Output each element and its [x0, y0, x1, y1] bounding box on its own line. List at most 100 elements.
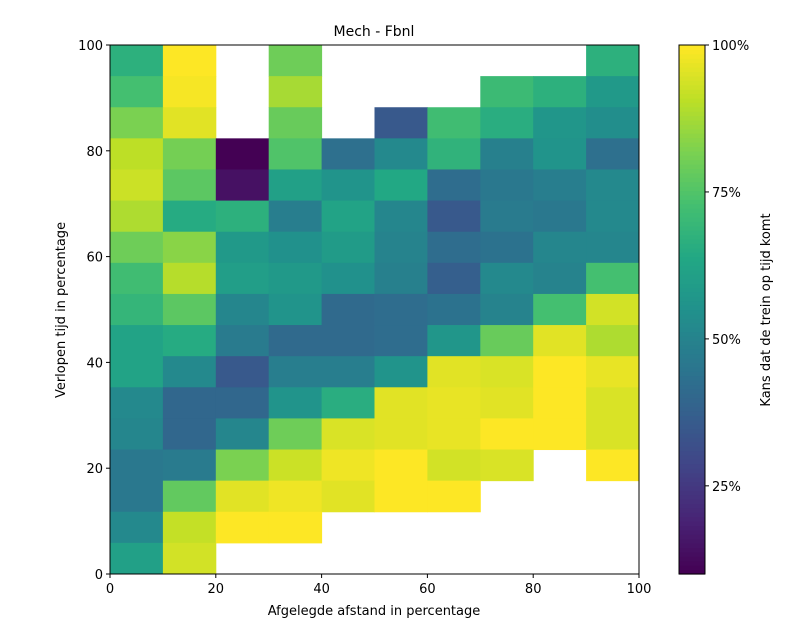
heatmap-cell [268, 138, 323, 170]
heatmap-cell [427, 169, 481, 202]
colorbar-segment [679, 499, 705, 505]
heatmap-cell [374, 262, 428, 295]
colorbar-segment [679, 384, 705, 390]
y-tick-label: 0 [95, 568, 103, 583]
heatmap-cell [215, 449, 270, 482]
colorbar-segment [679, 256, 705, 262]
heatmap-cell [110, 418, 164, 451]
colorbar-segment [679, 124, 705, 130]
colorbar-segment [679, 424, 705, 430]
heatmap-cell [215, 231, 270, 264]
heatmap-cell [162, 45, 217, 77]
heatmap-cell [480, 387, 534, 419]
heatmap-cell [162, 262, 217, 295]
heatmap-cell [427, 262, 481, 295]
heatmap-cell [268, 511, 323, 544]
heatmap-cell [215, 200, 270, 233]
heatmap-cell [110, 449, 164, 482]
colorbar [679, 45, 705, 575]
y-tick-label: 60 [86, 251, 103, 266]
colorbar-segment [679, 569, 705, 575]
heatmap-cell [110, 542, 164, 575]
heatmap-cell [268, 387, 323, 419]
heatmap-cell [480, 107, 534, 139]
heatmap-cell [162, 356, 217, 388]
colorbar-segment [679, 159, 705, 165]
colorbar-segment [679, 446, 705, 452]
colorbar-segment [679, 53, 705, 59]
y-axis-label: Verlopen tijd in percentage [54, 222, 69, 398]
heatmap-cell [480, 293, 534, 326]
colorbar-tick-label: 100% [712, 39, 749, 54]
colorbar-segment [679, 393, 705, 399]
colorbar-label: Kans dat de trein op tijd komt [759, 213, 774, 406]
heatmap-cell [427, 200, 481, 233]
colorbar-segment [679, 128, 705, 134]
heatmap-cell [427, 418, 481, 451]
heatmap-cell [533, 200, 587, 233]
heatmap-cell [268, 418, 323, 451]
heatmap-cell [215, 262, 270, 295]
colorbar-segment [679, 525, 705, 531]
colorbar-segment [679, 450, 705, 456]
heatmap-cell [586, 169, 640, 202]
x-tick-label: 100 [627, 582, 652, 597]
colorbar-segment [679, 93, 705, 99]
heatmap-cell [321, 449, 375, 482]
colorbar-segment [679, 565, 705, 571]
colorbar-segment [679, 327, 705, 333]
heatmap-cell [268, 45, 323, 77]
colorbar-segment [679, 305, 705, 311]
heatmap-cell [480, 200, 534, 233]
heatmap-cell [427, 480, 481, 513]
heatmap-cell [586, 356, 640, 388]
colorbar-segment [679, 503, 705, 509]
colorbar-segment [679, 318, 705, 324]
heatmap-cell [162, 511, 217, 544]
colorbar-segment [679, 177, 705, 183]
heatmap-cell [321, 356, 375, 388]
plot-frame [109, 44, 640, 575]
heatmap-cell [110, 356, 164, 388]
heatmap-cell [162, 418, 217, 451]
heatmap-cell [215, 511, 270, 544]
heatmap-cell [374, 107, 428, 139]
heatmap-cell [162, 542, 217, 575]
heatmap-cell [215, 356, 270, 388]
colorbar-segment [679, 406, 705, 412]
heatmap-cell [321, 293, 375, 326]
heatmap-cell [162, 387, 217, 419]
heatmap-cell [480, 231, 534, 264]
colorbar-segment [679, 84, 705, 90]
heatmap-cell [533, 138, 587, 170]
heatmap-cell [374, 418, 428, 451]
heatmap-cell [110, 387, 164, 419]
heatmap-cell [480, 138, 534, 170]
colorbar-segment [679, 547, 705, 553]
heatmap-cell [427, 449, 481, 482]
colorbar-segment [679, 300, 705, 306]
colorbar-segment [679, 322, 705, 328]
colorbar-segment [679, 141, 705, 147]
colorbar-tick-label: 50% [712, 333, 741, 348]
heatmap-cell [215, 169, 270, 202]
heatmap-cell [162, 231, 217, 264]
colorbar-segment [679, 133, 705, 139]
heatmap-cell [268, 107, 323, 139]
colorbar-tick-label: 25% [712, 480, 741, 495]
heatmap-cell [110, 325, 164, 357]
colorbar-segment [679, 331, 705, 337]
colorbar-segment [679, 75, 705, 81]
heatmap-cell [268, 480, 323, 513]
colorbar-segment [679, 490, 705, 496]
colorbar-segment [679, 349, 705, 355]
heatmap-cell [110, 107, 164, 139]
heatmap-cell [110, 138, 164, 170]
heatmap-cell [268, 325, 323, 357]
heatmap-cell [586, 200, 640, 233]
heatmap-cell [110, 76, 164, 108]
colorbar-segment [679, 529, 705, 535]
colorbar-segment [679, 371, 705, 377]
heatmap-cell [533, 262, 587, 295]
